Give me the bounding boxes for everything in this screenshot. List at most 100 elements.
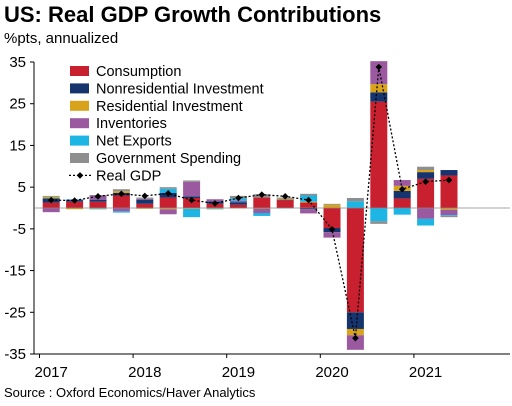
bar-segment-net_exports	[393, 208, 411, 215]
legend-label-consumption: Consumption	[96, 64, 181, 80]
bar-segment-consumption	[253, 197, 271, 208]
bar-segment-residential	[417, 170, 435, 173]
bar-segment-government	[323, 203, 341, 205]
real-gdp-marker	[375, 63, 383, 71]
bar-segment-consumption	[66, 201, 84, 208]
bar-segment-consumption	[440, 175, 458, 208]
bar-segment-residential	[206, 208, 224, 209]
legend-swatch-gdp-marker	[76, 172, 84, 179]
bar-segment-nonresidential	[300, 208, 318, 210]
real-gdp-marker	[235, 194, 242, 202]
legend-label-gdp: Real GDP	[96, 168, 161, 184]
real-gdp-marker	[422, 178, 429, 186]
bar-segment-inventories	[253, 208, 271, 214]
bar-segment-residential	[253, 208, 271, 209]
real-gdp-marker	[141, 192, 149, 200]
bar-segment-net_exports	[440, 215, 458, 216]
chart-subtitle: %pts, annualized	[4, 30, 119, 47]
bar-segment-net_exports	[253, 213, 271, 216]
bar-segment-inventories	[229, 200, 247, 203]
bar-segment-government	[300, 193, 318, 196]
y-tick-label: 35	[9, 54, 26, 71]
x-tick-label: 2020	[315, 364, 348, 381]
bar-segment-inventories	[417, 208, 435, 219]
bar-segment-government	[159, 187, 177, 189]
bar-segment-inventories	[112, 208, 130, 212]
bar-segment-government	[440, 215, 458, 218]
bar-segment-government	[183, 180, 201, 182]
legend-label-nonresidential: Nonresidential Investment	[96, 81, 264, 97]
bar-segment-residential	[346, 328, 364, 336]
legend-swatch-inventories	[70, 118, 89, 129]
bar-segment-residential	[440, 208, 458, 210]
y-tick-label: -25	[4, 304, 26, 321]
real-gdp-marker	[47, 196, 55, 204]
real-gdp-marker	[164, 190, 172, 197]
y-tick-label: -35	[4, 346, 26, 363]
bar-segment-inventories	[370, 61, 388, 85]
bar-segment-government	[346, 197, 364, 202]
bar-segment-consumption	[229, 204, 247, 208]
bar-segment-residential	[136, 208, 154, 209]
bar-segment-inventories	[300, 209, 318, 214]
bar-segment-residential	[183, 208, 201, 209]
bar-segment-nonresidential	[276, 199, 294, 201]
bar-segment-residential	[66, 208, 84, 210]
bar-segment-inventories	[440, 209, 458, 216]
bar-segment-net_exports	[112, 211, 130, 213]
bar-segment-inventories	[159, 209, 177, 215]
bar-segment-net_exports	[42, 196, 60, 197]
bar-segment-nonresidential	[440, 170, 458, 176]
bar-segment-consumption	[323, 208, 341, 229]
bar-segment-inventories	[393, 180, 411, 186]
bar-segment-consumption	[300, 202, 318, 208]
x-tick-label: 2018	[128, 364, 161, 381]
chart-title: US: Real GDP Growth Contributions	[4, 2, 382, 27]
bar-segment-consumption	[370, 101, 388, 208]
bar-segment-consumption	[159, 197, 177, 208]
bar-segment-consumption	[346, 208, 364, 313]
bar-segment-net_exports	[417, 218, 435, 226]
bar-segment-inventories	[183, 181, 201, 197]
bar-segment-government	[417, 166, 435, 171]
real-gdp-marker	[258, 191, 266, 198]
bar-segment-consumption	[42, 202, 60, 208]
legend-label-inventories: Inventories	[96, 116, 167, 132]
bar-segment-consumption	[417, 178, 435, 208]
x-tick-label: 2017	[35, 364, 68, 381]
x-tick-label: 2019	[222, 364, 255, 381]
real-gdp-marker	[328, 225, 336, 233]
legend-label-government: Government Spending	[96, 151, 241, 167]
real-gdp-marker	[352, 334, 359, 342]
real-gdp-marker	[305, 196, 312, 204]
real-gdp-marker	[71, 197, 78, 204]
real-gdp-marker	[94, 193, 102, 200]
legend-swatch-consumption	[70, 66, 89, 76]
legend-swatch-residential	[70, 100, 89, 111]
source-note: Source : Oxford Economics/Haver Analytic…	[4, 385, 256, 400]
bar-segment-consumption	[276, 200, 294, 208]
bar-segment-net_exports	[346, 201, 364, 208]
bar-segment-nonresidential	[370, 92, 388, 102]
bar-segment-nonresidential	[229, 202, 247, 205]
bar-segment-nonresidential	[136, 199, 154, 204]
bar-segment-residential	[159, 208, 177, 210]
bar-segment-consumption	[112, 195, 130, 208]
bar-segment-consumption	[393, 198, 411, 208]
real-gdp-marker	[445, 176, 453, 184]
legend-swatch-nonresidential	[70, 83, 89, 94]
bar-segment-government	[112, 189, 130, 192]
real-gdp-marker	[211, 200, 219, 207]
bar-segment-nonresidential	[89, 199, 107, 202]
bar-segment-nonresidential	[417, 172, 435, 179]
bar-segment-residential	[323, 204, 341, 208]
bar-segment-nonresidential	[346, 312, 364, 329]
bar-segment-consumption	[136, 203, 154, 208]
y-tick-label: -15	[4, 263, 26, 280]
real-gdp-marker	[118, 190, 125, 198]
real-gdp-marker	[398, 185, 406, 193]
real-gdp-marker	[281, 193, 289, 200]
real-gdp-marker	[188, 196, 195, 204]
legend-swatch-government	[70, 153, 89, 163]
